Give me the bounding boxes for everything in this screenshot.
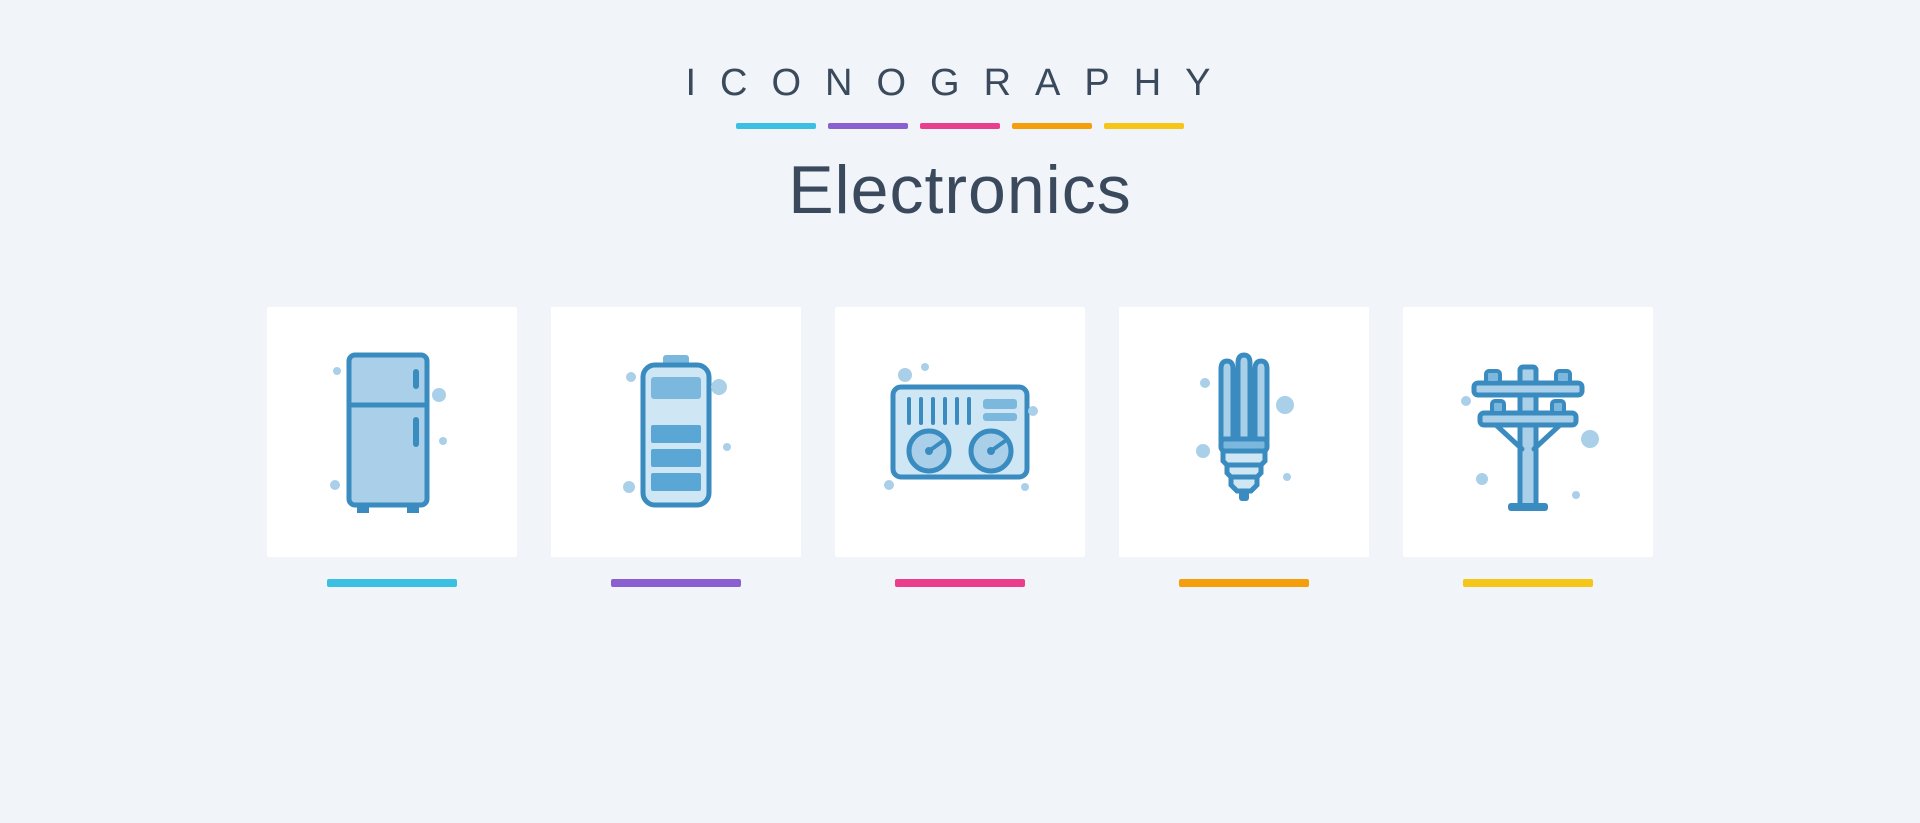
brand-title: ICONOGRAPHY — [685, 62, 1234, 105]
icon-card-row — [267, 307, 1653, 587]
underline-seg — [1012, 123, 1092, 129]
icon-card-power-pole[interactable] — [1403, 307, 1653, 587]
icon-card-fridge[interactable] — [267, 307, 517, 587]
icon-tile — [267, 307, 517, 557]
power-pole-icon — [1448, 347, 1608, 517]
dj-mixer-icon — [875, 357, 1045, 507]
icon-tile — [1119, 307, 1369, 557]
icon-tile — [835, 307, 1085, 557]
icon-tile — [551, 307, 801, 557]
icon-card-bulb[interactable] — [1119, 307, 1369, 587]
battery-icon — [601, 347, 751, 517]
category-title: Electronics — [685, 151, 1234, 229]
card-accent-bar — [1179, 579, 1309, 587]
brand-underline — [685, 123, 1234, 129]
header: ICONOGRAPHY Electronics — [685, 62, 1234, 229]
underline-seg — [1104, 123, 1184, 129]
card-accent-bar — [611, 579, 741, 587]
fridge-icon — [317, 347, 467, 517]
underline-seg — [828, 123, 908, 129]
card-accent-bar — [327, 579, 457, 587]
underline-seg — [920, 123, 1000, 129]
card-accent-bar — [895, 579, 1025, 587]
page-root: ICONOGRAPHY Electronics — [0, 0, 1920, 823]
icon-tile — [1403, 307, 1653, 557]
lightbulb-icon — [1169, 347, 1319, 517]
icon-card-battery[interactable] — [551, 307, 801, 587]
icon-card-mixer[interactable] — [835, 307, 1085, 587]
card-accent-bar — [1463, 579, 1593, 587]
underline-seg — [736, 123, 816, 129]
